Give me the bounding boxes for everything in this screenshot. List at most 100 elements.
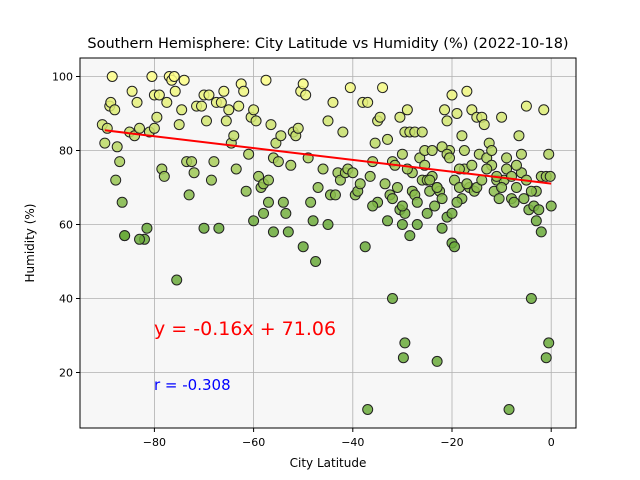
data-point	[446, 207, 458, 219]
data-point	[196, 100, 208, 112]
data-point	[515, 148, 527, 160]
data-point	[282, 226, 294, 238]
data-point	[396, 148, 408, 160]
data-point	[218, 85, 230, 97]
data-point	[265, 119, 277, 131]
data-point	[277, 196, 289, 208]
data-point	[312, 182, 324, 193]
data-point	[183, 189, 195, 201]
data-point	[329, 189, 341, 201]
data-point	[168, 71, 180, 82]
data-point	[285, 159, 297, 171]
data-point	[243, 148, 255, 160]
chart-title: Southern Hemisphere: City Latitude vs Hu…	[87, 36, 568, 52]
data-point	[367, 200, 379, 212]
data-point	[396, 219, 408, 230]
x-tick-label: 0	[548, 436, 555, 449]
x-tick-label: −40	[341, 436, 364, 449]
data-point	[369, 137, 381, 149]
data-point	[362, 96, 374, 108]
data-point	[394, 111, 406, 123]
data-point	[213, 222, 225, 234]
data-point	[461, 85, 473, 97]
data-point	[518, 193, 530, 205]
data-point	[461, 178, 473, 190]
data-point	[141, 222, 153, 234]
data-point	[119, 230, 131, 242]
data-point	[223, 104, 235, 116]
x-axis-label: City Latitude	[290, 456, 367, 470]
data-point	[134, 122, 146, 134]
data-point	[359, 241, 371, 253]
data-point	[421, 207, 433, 219]
data-point	[401, 104, 413, 116]
data-point	[99, 137, 111, 149]
data-point	[173, 119, 185, 131]
x-tick-label: −60	[242, 436, 265, 449]
data-point	[426, 145, 438, 156]
data-point	[110, 174, 122, 186]
data-point	[153, 89, 165, 101]
y-tick-label: 60	[59, 219, 73, 232]
data-point	[228, 130, 240, 142]
data-point	[230, 163, 242, 175]
data-point	[116, 196, 128, 208]
data-point	[161, 96, 173, 108]
data-point	[262, 196, 274, 208]
data-point	[496, 182, 508, 193]
y-axis-label: Humidity (%)	[23, 204, 37, 283]
x-tick-label: −20	[440, 436, 463, 449]
data-point	[386, 293, 398, 304]
data-point	[126, 85, 138, 97]
y-axis-ticks: 20 40 60 80 100	[52, 71, 80, 380]
data-point	[451, 108, 463, 119]
data-point	[441, 115, 453, 127]
data-point	[337, 126, 349, 138]
data-point	[530, 215, 542, 227]
data-point	[233, 100, 245, 112]
data-point	[429, 200, 441, 212]
data-point	[250, 115, 262, 127]
data-point	[347, 167, 359, 179]
x-tick-label: −80	[143, 436, 166, 449]
data-point	[258, 207, 270, 219]
data-point	[248, 215, 260, 227]
data-point	[354, 178, 366, 190]
data-point	[364, 170, 376, 182]
data-point	[486, 145, 498, 156]
x-axis-ticks: −80 −60 −40 −20 0	[143, 428, 555, 449]
data-point	[310, 256, 322, 267]
data-point	[411, 219, 423, 230]
data-point	[451, 196, 463, 208]
data-point	[382, 133, 394, 145]
data-point	[382, 215, 394, 227]
data-point	[424, 174, 436, 186]
data-point	[297, 78, 309, 90]
data-point	[508, 196, 520, 208]
data-point	[478, 119, 490, 131]
data-point	[158, 170, 170, 182]
grid-lines	[80, 58, 576, 428]
data-point	[188, 167, 200, 179]
data-point	[431, 182, 443, 193]
data-point	[386, 193, 398, 205]
data-point	[238, 85, 250, 97]
data-point	[297, 241, 309, 253]
data-point	[399, 337, 411, 349]
data-point	[260, 74, 272, 86]
data-point	[307, 215, 319, 227]
data-point	[533, 204, 545, 216]
data-point	[109, 104, 121, 116]
y-tick-label: 80	[59, 145, 73, 158]
data-points	[96, 71, 557, 415]
data-point	[114, 156, 126, 168]
data-point	[111, 141, 123, 153]
data-point	[416, 126, 428, 138]
data-point	[262, 174, 274, 186]
y-tick-label: 40	[59, 293, 73, 306]
data-point	[439, 104, 451, 116]
data-point	[391, 182, 403, 193]
data-point	[543, 337, 555, 349]
data-point	[510, 182, 522, 193]
